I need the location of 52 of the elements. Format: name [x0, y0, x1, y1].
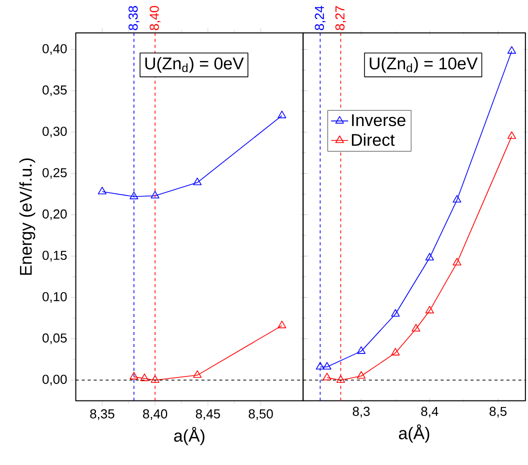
y-axis-title: Energy (eV/f.u.): [19, 158, 36, 275]
point: [150, 375, 160, 383]
legend-label: Inverse: [352, 114, 406, 126]
y-tick-label: 0,20: [42, 210, 67, 220]
y-tick-label: 0,05: [42, 334, 67, 344]
point: [150, 191, 160, 199]
y-tick-label: 0,40: [42, 44, 67, 55]
point: [356, 371, 366, 379]
y-tick-label: 0,00: [42, 374, 67, 386]
point: [452, 258, 462, 266]
ref-line-label: 8,27: [335, 6, 346, 30]
point: [193, 178, 202, 186]
point: [336, 375, 345, 383]
point: [278, 320, 286, 328]
point: [193, 370, 202, 378]
x-tick-label: 8,50: [248, 409, 273, 420]
y-tick-label: 0,25: [42, 168, 67, 179]
annotation: U(Zn$_{d}$) = 0eV: [145, 57, 244, 73]
ref-line-label: 8,40: [150, 6, 160, 30]
point: [130, 192, 138, 200]
point: [322, 362, 332, 370]
y-tick-label: 0,30: [42, 126, 67, 138]
point: [507, 46, 516, 54]
point: [98, 186, 106, 194]
ref-line-label: 8,38: [128, 6, 140, 30]
ref-line-label: 8,24: [314, 6, 326, 30]
x-tick-label: 8,5: [490, 407, 507, 418]
point: [140, 374, 149, 382]
x-tick-label: 8,45: [196, 409, 220, 420]
point: [130, 372, 138, 380]
point: [412, 324, 420, 332]
x-tick-label: 8,3: [352, 407, 370, 418]
point: [452, 195, 462, 203]
point: [391, 348, 400, 356]
point: [425, 253, 434, 261]
point: [278, 110, 286, 118]
y-tick-label: 0,35: [42, 86, 67, 96]
point: [356, 346, 366, 354]
x-axis-title: a(Å): [398, 424, 430, 443]
x-tick-label: 8,40: [143, 409, 168, 420]
y-tick-label: 0,15: [42, 250, 67, 262]
legend-label: Direct: [352, 134, 395, 146]
point: [316, 362, 324, 370]
x-tick-label: 8,35: [90, 409, 114, 420]
point: [425, 306, 434, 314]
y-tick-label: 0,10: [42, 292, 67, 304]
x-tick-label: 8,4: [421, 407, 438, 418]
point: [507, 132, 516, 140]
point: [322, 372, 332, 380]
annotation: U(Zn$_{d}$) = 10eV: [370, 57, 478, 73]
point: [391, 309, 400, 317]
x-axis-title: a(Å): [174, 427, 204, 446]
